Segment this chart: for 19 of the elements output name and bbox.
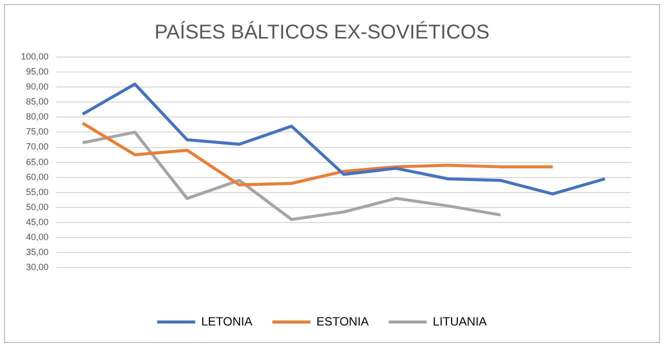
- y-tick-label: 55,00: [26, 186, 49, 197]
- y-tick-label: 40,00: [26, 232, 49, 242]
- y-tick-label: 85,00: [26, 96, 49, 107]
- y-tick-label: 30,00: [26, 262, 49, 272]
- y-tick-label: 100,00: [20, 51, 49, 62]
- y-tick-label: 95,00: [26, 66, 49, 77]
- chart-title: PAÍSES BÁLTICOS EX-SOVIÉTICOS: [154, 20, 490, 44]
- y-tick-label: 80,00: [26, 112, 49, 122]
- y-tick-label: 90,00: [26, 82, 49, 92]
- y-tick-label: 50,00: [26, 202, 49, 212]
- y-tick-label: 45,00: [26, 216, 49, 227]
- y-tick-label: 75,00: [26, 126, 49, 137]
- y-tick-label: 35,00: [26, 247, 49, 258]
- y-tick-label: 65,00: [26, 156, 49, 167]
- legend-label: LITUANIA: [432, 314, 487, 328]
- legend-label: LETONIA: [201, 314, 252, 328]
- y-tick-label: 60,00: [26, 172, 49, 182]
- legend-label: ESTONIA: [316, 314, 369, 328]
- y-tick-label: 70,00: [26, 142, 49, 152]
